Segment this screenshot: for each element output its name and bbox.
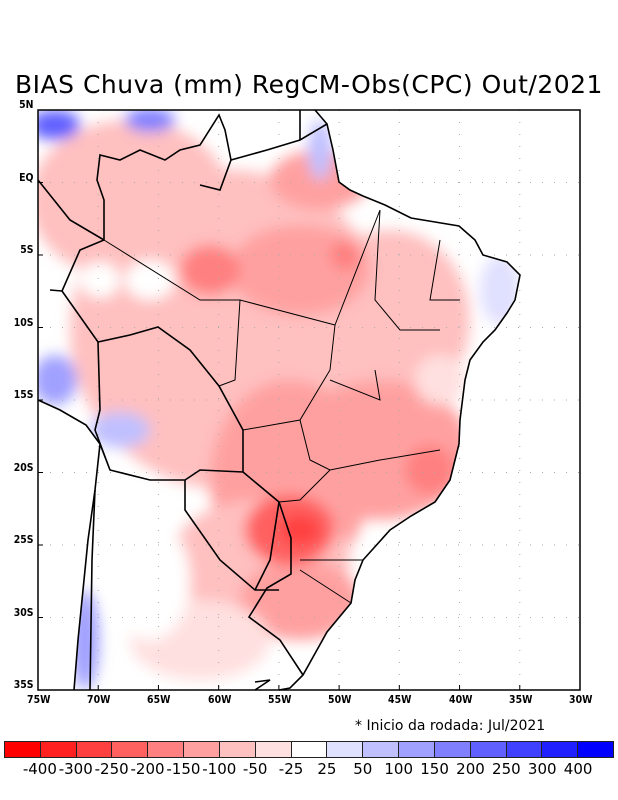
colorbar-label: 100 bbox=[384, 760, 414, 778]
colorbar-label: -150 bbox=[166, 760, 201, 778]
colorbar-swatch bbox=[5, 742, 41, 757]
colorbar-swatch bbox=[506, 742, 543, 757]
colorbar-label: -400 bbox=[22, 760, 57, 778]
colorbar-label: -200 bbox=[130, 760, 165, 778]
colorbar-label: 150 bbox=[420, 760, 449, 778]
colorbar-label: 50 bbox=[353, 760, 373, 778]
lon-label: 65W bbox=[147, 693, 171, 706]
colorbar-label: -25 bbox=[278, 760, 304, 778]
colorbar-label: 250 bbox=[492, 760, 521, 778]
state-borders bbox=[103, 209, 460, 604]
bias-field bbox=[38, 110, 520, 690]
colorbar-swatch bbox=[40, 742, 77, 757]
lat-label: 5N bbox=[19, 98, 34, 111]
lon-label: 45W bbox=[388, 693, 412, 706]
lat-label: 35S bbox=[13, 678, 34, 691]
colorbar-label: -300 bbox=[58, 760, 93, 778]
grid-lines bbox=[38, 110, 580, 690]
lon-label: 55W bbox=[267, 693, 292, 706]
lon-label: 40W bbox=[448, 693, 472, 706]
lon-label: 60W bbox=[207, 693, 232, 706]
lat-label: 5S bbox=[20, 243, 34, 256]
colorbar-swatch bbox=[112, 742, 149, 757]
colorbar-swatch bbox=[578, 742, 614, 757]
map-title: BIAS Chuva (mm) RegCM-Obs(CPC) Out/2021 bbox=[15, 70, 603, 99]
colorbar-swatch bbox=[399, 742, 435, 757]
colorbar-swatch bbox=[291, 742, 328, 757]
colorbar bbox=[4, 741, 614, 758]
colorbar-label: -50 bbox=[242, 760, 268, 778]
colorbar-swatch bbox=[219, 742, 256, 757]
lon-label: 50W bbox=[328, 693, 352, 706]
run-start-note: * Inicio da rodada: Jul/2021 bbox=[355, 718, 546, 734]
lon-label: 75W bbox=[27, 693, 51, 706]
lon-label: 35W bbox=[508, 693, 533, 706]
colorbar-swatch bbox=[470, 742, 507, 757]
lat-label: 20S bbox=[13, 460, 34, 474]
lat-label: 30S bbox=[13, 605, 34, 619]
colorbar-label: 400 bbox=[563, 760, 593, 778]
colorbar-label: 25 bbox=[317, 760, 337, 778]
lat-label: 10S bbox=[13, 315, 34, 329]
colorbar-swatch bbox=[255, 742, 292, 757]
colorbar-swatch bbox=[434, 742, 471, 757]
colorbar-swatch bbox=[148, 742, 185, 757]
lon-label: 70W bbox=[87, 693, 111, 706]
borders bbox=[37, 109, 521, 691]
country-borders bbox=[37, 110, 301, 691]
colorbar-swatch bbox=[184, 742, 220, 757]
colorbar-swatch bbox=[76, 742, 113, 757]
colorbar-swatch bbox=[363, 742, 400, 757]
colorbar-label: 300 bbox=[527, 760, 557, 778]
colorbar-swatch bbox=[327, 742, 364, 757]
colorbar-label: -100 bbox=[202, 760, 237, 778]
colorbar-label: 200 bbox=[456, 760, 485, 778]
colorbar-swatch bbox=[542, 742, 579, 757]
lat-label: 15S bbox=[13, 388, 34, 401]
lat-label: 25S bbox=[13, 533, 34, 546]
colorbar-label: -250 bbox=[94, 760, 129, 778]
brazil-border bbox=[61, 113, 328, 676]
lon-label: 30W bbox=[569, 693, 593, 706]
lat-label: EQ bbox=[19, 170, 34, 184]
